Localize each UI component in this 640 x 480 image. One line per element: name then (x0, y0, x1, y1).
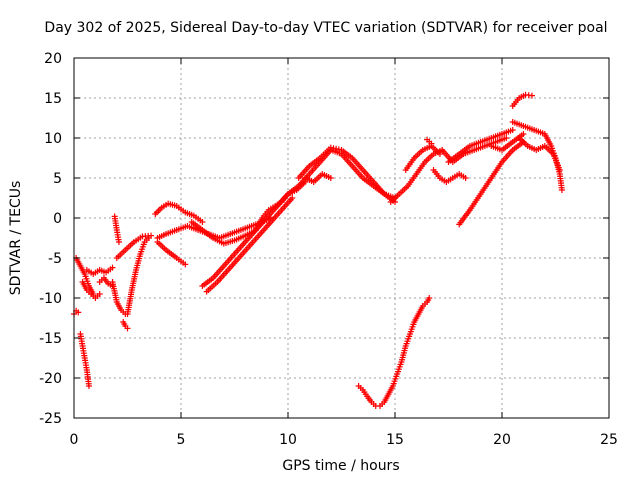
x-tick-label: 10 (279, 432, 297, 448)
series-arc-22 (355, 295, 433, 409)
series-arc-03 (77, 331, 92, 389)
data-marks (71, 91, 565, 409)
x-tick-label: 0 (70, 432, 79, 448)
data-point (462, 175, 469, 181)
y-tick-label: 20 (44, 51, 62, 67)
x-tick-label: 15 (386, 432, 404, 448)
data-point (503, 135, 510, 141)
data-point (199, 219, 206, 225)
y-tick-label: 15 (44, 91, 62, 107)
chart-title: Day 302 of 2025, Sidereal Day-to-day VTE… (44, 20, 607, 36)
series-arc-24 (402, 143, 443, 173)
series-arc-25 (424, 136, 435, 147)
series-arc-33 (488, 131, 527, 153)
series-arc-06 (96, 275, 116, 289)
series-arc-15 (188, 219, 259, 247)
data-point (75, 309, 82, 316)
y-tick-label: -20 (39, 371, 62, 387)
data-point (289, 195, 296, 201)
data-point (145, 235, 152, 241)
x-tick-label: 20 (493, 432, 511, 448)
y-tick-label: 5 (53, 171, 62, 187)
series-arc-31 (509, 119, 565, 193)
y-tick-label: -10 (39, 291, 62, 307)
data-point (436, 151, 443, 157)
data-point (520, 131, 527, 137)
series-arc-08 (111, 213, 122, 245)
series-arc-04 (79, 279, 103, 301)
data-point (558, 187, 565, 193)
y-axis-title: SDTVAR / TECUs (8, 181, 24, 296)
data-point (428, 140, 435, 147)
data-point (182, 261, 189, 268)
x-axis-tick-labels: 0 5 10 15 20 25 (70, 432, 618, 448)
y-axis-tick-labels: -25 -20 -15 -10 -5 0 5 10 15 20 (39, 51, 62, 427)
y-tick-label: 0 (53, 211, 62, 227)
series-arc-12 (152, 200, 206, 225)
data-point (556, 167, 563, 173)
data-point (85, 383, 92, 389)
data-point (124, 325, 131, 332)
series-arc-28 (439, 135, 510, 165)
series-arc-26 (430, 167, 469, 185)
y-tick-label: 10 (44, 131, 62, 147)
series-arc-21 (302, 171, 334, 185)
x-tick-label: 25 (600, 432, 618, 448)
series-arc-27 (445, 127, 516, 165)
plot-area-frame (73, 57, 610, 419)
x-tick-label: 5 (177, 432, 186, 448)
data-point (109, 264, 116, 271)
grid (74, 58, 609, 418)
y-tick-label: -15 (39, 331, 62, 347)
data-point (96, 291, 103, 297)
y-tick-label: -5 (48, 251, 62, 267)
series-arc-10 (113, 232, 155, 261)
series-arc-32 (516, 135, 563, 173)
data-point (509, 127, 516, 133)
x-axis-title: GPS time / hours (282, 458, 399, 474)
axis-ticks (73, 57, 610, 419)
series-arc-30 (509, 91, 535, 109)
data-point (327, 175, 334, 181)
series-arc-09 (120, 319, 131, 332)
series-arc-01 (71, 307, 82, 317)
data-point (426, 295, 433, 301)
series-arc-17 (203, 195, 296, 295)
series-arc-14 (154, 239, 189, 268)
y-tick-label: -25 (39, 411, 62, 427)
series-arc-05 (83, 264, 116, 277)
data-point (115, 239, 122, 245)
series-arc-11 (124, 235, 152, 317)
data-point (528, 92, 535, 99)
